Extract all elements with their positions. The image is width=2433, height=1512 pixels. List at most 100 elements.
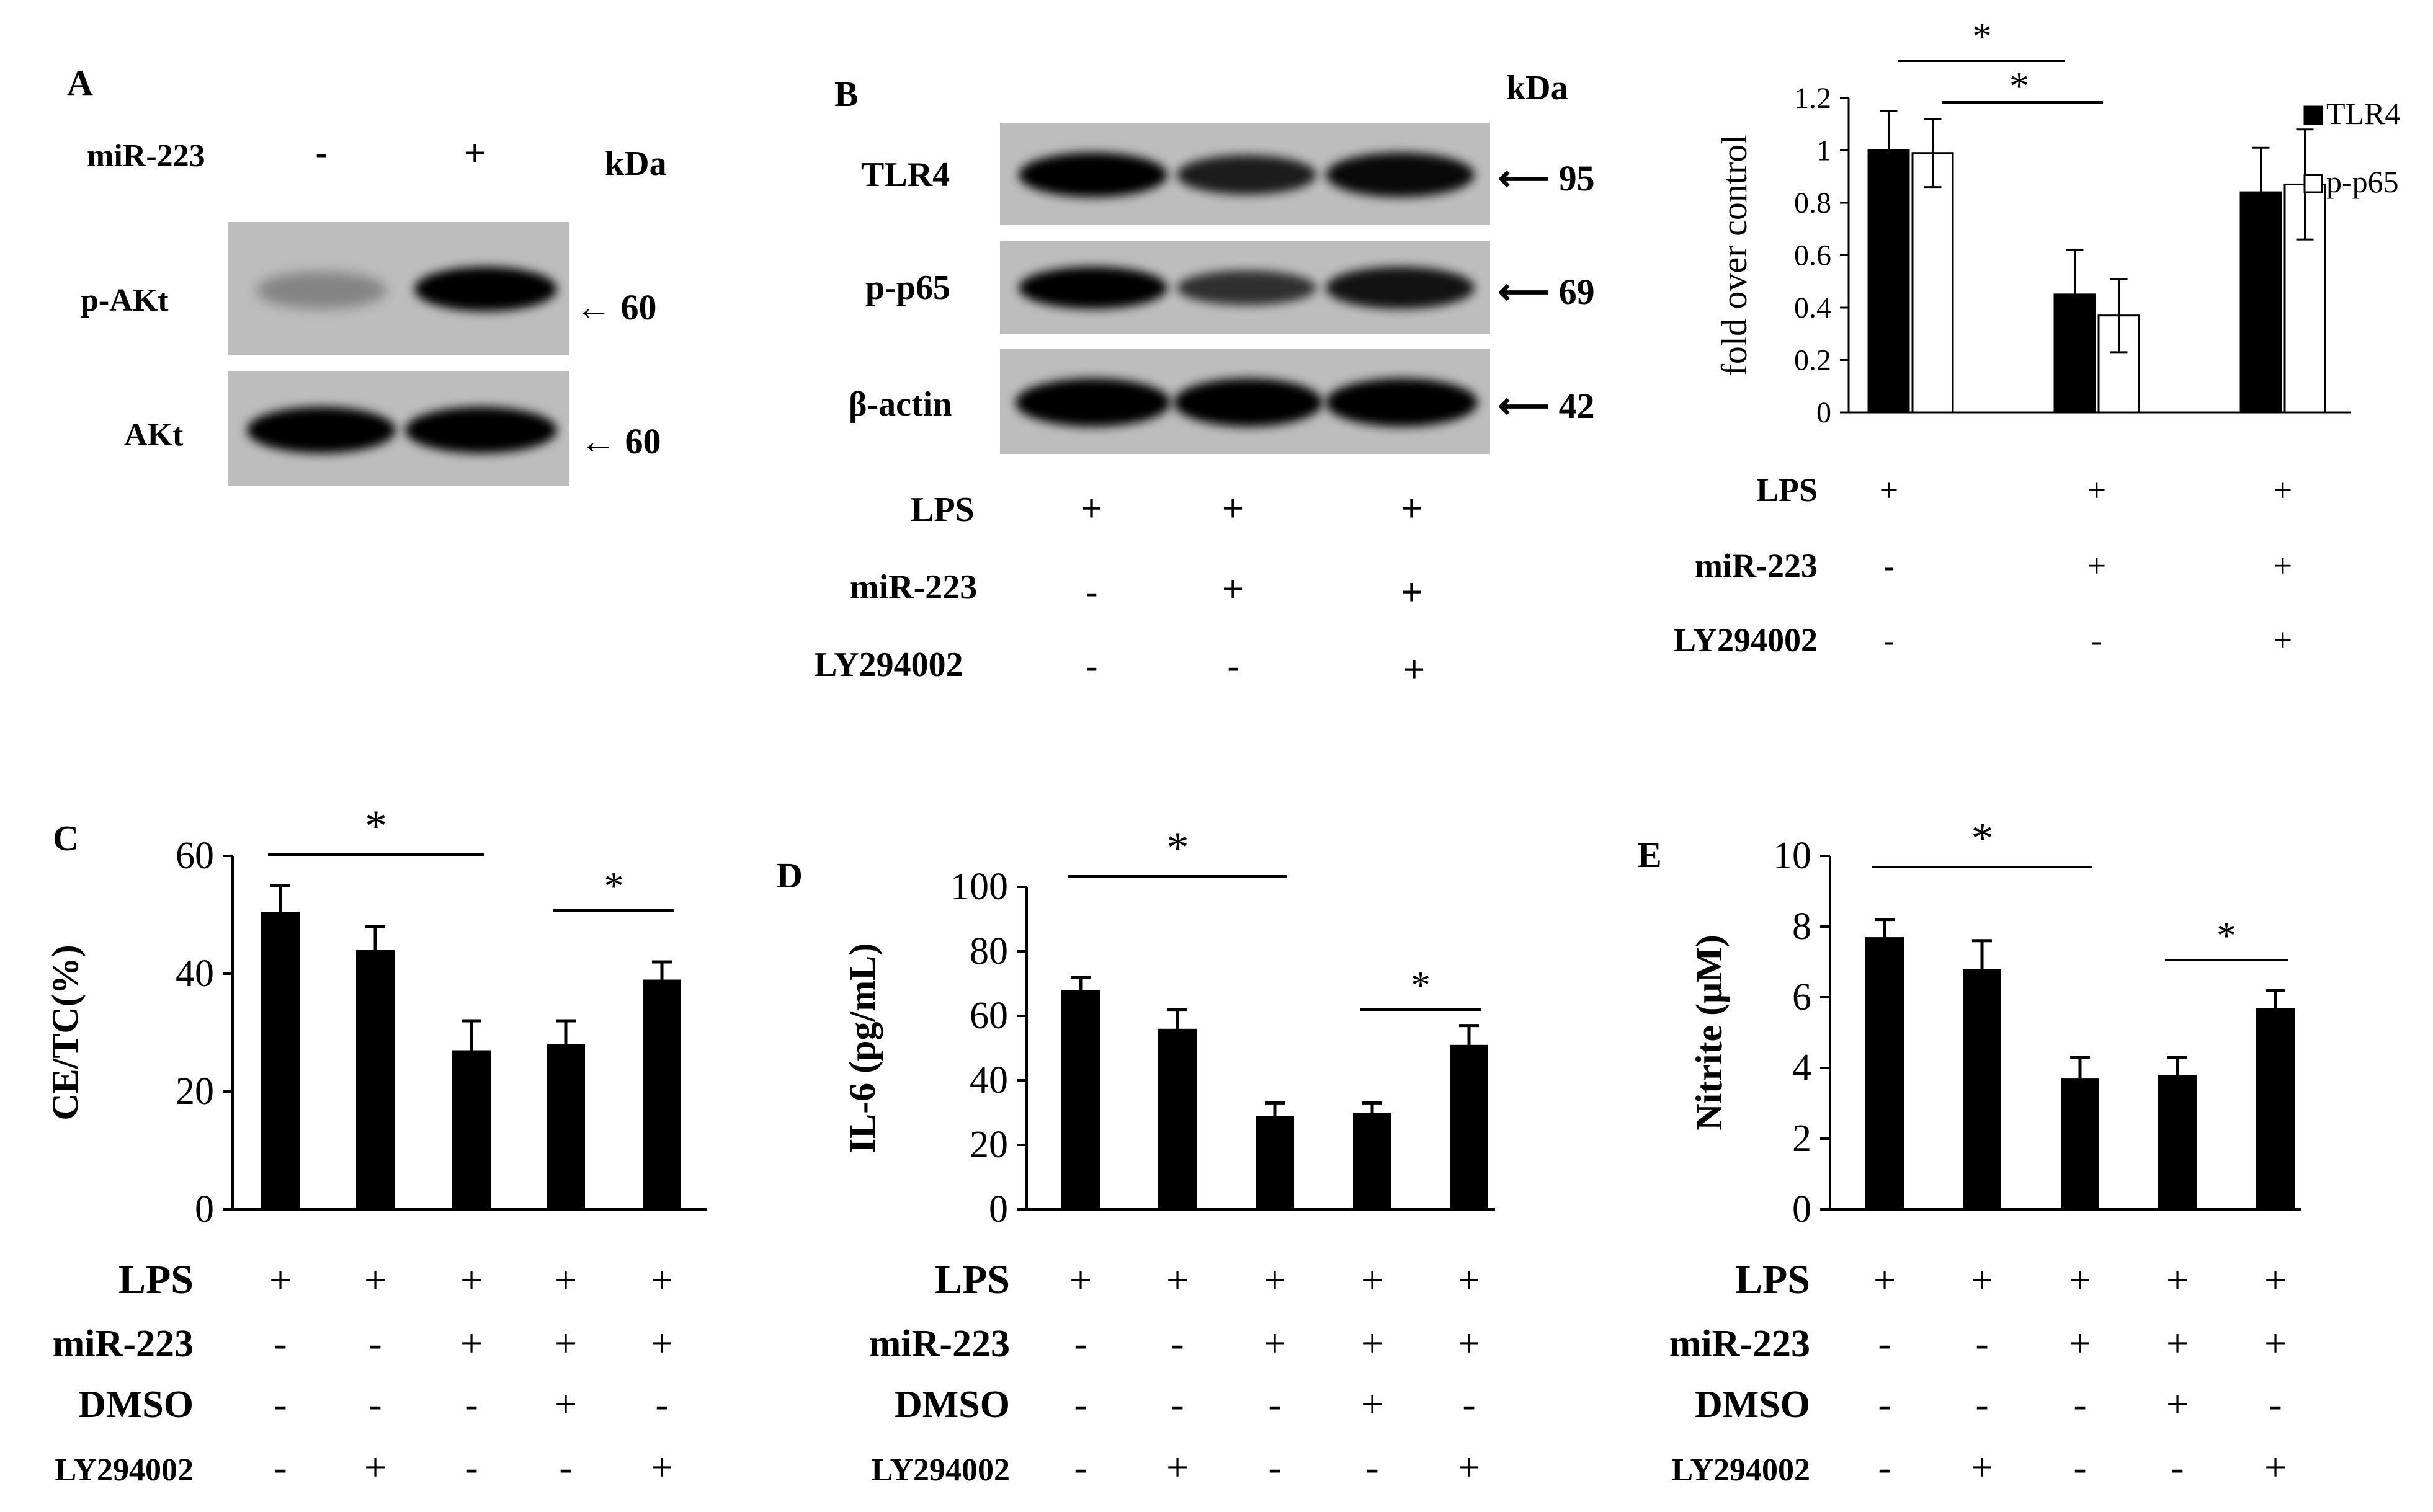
condition-sign: + (2274, 471, 2292, 509)
y-tick-label: 2 (1792, 1118, 1811, 1160)
condition-sign: + (555, 1382, 577, 1426)
condition-sign: + (651, 1445, 673, 1489)
condition-label: DMSO (78, 1384, 194, 1426)
y-tick-label: 0.8 (1794, 187, 1831, 220)
panel-a-blot-1 (228, 222, 569, 355)
y-tick-label: 0 (1816, 396, 1831, 429)
condition-sign: + (2087, 471, 2106, 509)
sign: + (1081, 487, 1103, 529)
band (256, 272, 386, 309)
panel-a-blot-2 (228, 371, 569, 486)
condition-sign: + (555, 1321, 577, 1365)
condition-sign: + (1264, 1258, 1286, 1302)
legend-label-TLR4: TLR4 (2326, 96, 2400, 131)
band (405, 407, 557, 453)
panel-b-mw-1: ⟵ 95 (1498, 158, 1595, 198)
panel-b-blot-3 (1000, 349, 1490, 454)
bar-TLR4 (2053, 293, 2096, 414)
significance-star: * (2009, 64, 2029, 108)
band (1174, 378, 1323, 427)
panel-b-letter: B (834, 74, 859, 114)
sign: + (1401, 487, 1423, 529)
condition-sign: - (1268, 1445, 1281, 1489)
panel-c-letter: C (53, 818, 79, 858)
legend-swatch-p-p65 (2303, 174, 2323, 193)
bar (452, 1050, 491, 1209)
significance-star: * (365, 801, 387, 851)
condition-sign: - (1074, 1382, 1087, 1426)
y-tick-label: 4 (1792, 1047, 1811, 1089)
condition-label: LPS (1756, 471, 1818, 509)
condition-sign: + (1166, 1258, 1189, 1302)
condition-sign: - (1365, 1445, 1378, 1489)
condition-sign: + (1873, 1258, 1896, 1302)
condition-label: LY294002 (1674, 621, 1818, 659)
condition-sign: + (1361, 1321, 1383, 1365)
condition-sign: + (1069, 1258, 1092, 1302)
condition-sign: - (274, 1382, 287, 1426)
condition-sign: - (2073, 1445, 2086, 1489)
legend-label-p-p65: p-p65 (2326, 164, 2399, 199)
condition-sign: + (2264, 1321, 2287, 1365)
condition-label: LY294002 (55, 1452, 194, 1488)
condition-sign: + (1458, 1321, 1480, 1365)
significance-star: * (1167, 823, 1189, 873)
condition-sign: + (1361, 1382, 1383, 1426)
panel-b-cond-lps: LPS (911, 491, 975, 529)
band (247, 407, 396, 453)
panel-a-protein-1: p-AKt (81, 283, 169, 318)
condition-sign: - (2269, 1382, 2282, 1426)
band (1019, 267, 1167, 309)
sign: - (1227, 646, 1239, 687)
panel-d-letter: D (777, 855, 803, 896)
y-axis-label: CE/TC(%) (45, 945, 86, 1120)
significance-star: * (1971, 814, 1994, 863)
condition-sign: + (460, 1321, 483, 1365)
condition-sign: + (2087, 547, 2106, 584)
condition-sign: + (2069, 1321, 2091, 1365)
condition-sign: + (2166, 1382, 2189, 1426)
condition-sign: + (2274, 621, 2292, 659)
mw-value: 95 (1558, 158, 1595, 198)
condition-sign: - (1462, 1382, 1475, 1426)
condition-sign: + (2264, 1258, 2287, 1302)
y-tick-label: 0 (195, 1188, 214, 1230)
condition-sign: + (2069, 1258, 2091, 1302)
condition-sign: + (1880, 471, 1898, 509)
condition-sign: + (460, 1258, 483, 1302)
bar (2158, 1075, 2197, 1209)
y-tick-label: 0.2 (1794, 344, 1831, 377)
panel-b-mw-2: ⟵ 69 (1498, 272, 1595, 312)
sign: + (1222, 568, 1244, 610)
bar (261, 912, 300, 1209)
y-tick-label: 0.4 (1794, 291, 1831, 324)
condition-sign: - (1975, 1321, 1988, 1365)
mw-value: 60 (625, 421, 661, 461)
condition-label: miR-223 (53, 1323, 194, 1365)
sign: + (1403, 649, 1426, 690)
bar (1450, 1044, 1488, 1209)
condition-sign: + (2166, 1321, 2189, 1365)
condition-sign: - (1268, 1382, 1281, 1426)
condition-sign: - (1878, 1321, 1891, 1365)
condition-label: DMSO (895, 1384, 1010, 1426)
band (1177, 270, 1316, 305)
bar (1061, 990, 1100, 1209)
panel-b-blot-2 (1000, 241, 1490, 334)
band (1019, 153, 1167, 197)
panel-b-protein-1: TLR4 (861, 156, 950, 194)
mw-value: 69 (1558, 272, 1595, 312)
y-tick-label: 40 (970, 1059, 1008, 1101)
panel-a-state-2: + (464, 132, 486, 174)
band (414, 267, 557, 311)
panel-b-blot-1 (1000, 123, 1490, 225)
panel-b-cond-ly: LY294002 (814, 646, 963, 684)
condition-sign: - (274, 1321, 287, 1365)
condition-sign: - (368, 1382, 382, 1426)
bar (2256, 1008, 2295, 1209)
condition-sign: + (651, 1321, 673, 1365)
condition-sign: + (555, 1258, 577, 1302)
condition-sign: + (1971, 1258, 1993, 1302)
significance-star: * (1972, 14, 1992, 58)
y-axis-label: Nitrite (μM) (1689, 935, 1730, 1131)
